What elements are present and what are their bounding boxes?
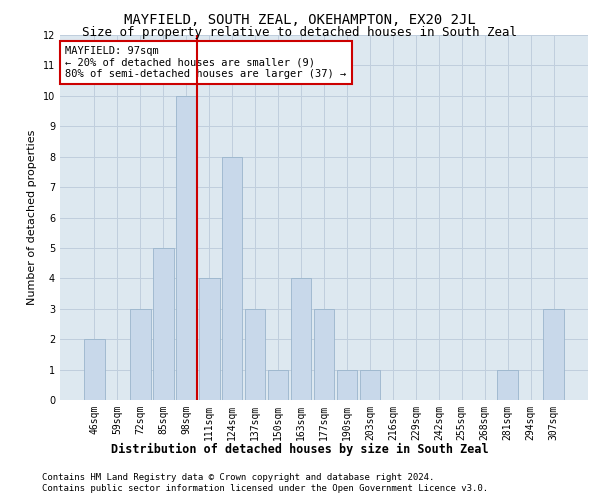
Bar bbox=[268, 370, 289, 400]
Bar bbox=[130, 308, 151, 400]
Bar bbox=[359, 370, 380, 400]
Bar bbox=[153, 248, 173, 400]
Text: Size of property relative to detached houses in South Zeal: Size of property relative to detached ho… bbox=[83, 26, 517, 39]
Text: MAYFIELD: 97sqm
← 20% of detached houses are smaller (9)
80% of semi-detached ho: MAYFIELD: 97sqm ← 20% of detached houses… bbox=[65, 46, 347, 79]
Y-axis label: Number of detached properties: Number of detached properties bbox=[27, 130, 37, 305]
Bar bbox=[199, 278, 220, 400]
Bar bbox=[84, 339, 104, 400]
Bar bbox=[544, 308, 564, 400]
Bar bbox=[176, 96, 197, 400]
Text: Contains HM Land Registry data © Crown copyright and database right 2024.: Contains HM Land Registry data © Crown c… bbox=[42, 472, 434, 482]
Text: Contains public sector information licensed under the Open Government Licence v3: Contains public sector information licen… bbox=[42, 484, 488, 493]
Bar bbox=[497, 370, 518, 400]
Bar bbox=[337, 370, 358, 400]
Text: Distribution of detached houses by size in South Zeal: Distribution of detached houses by size … bbox=[111, 442, 489, 456]
Bar bbox=[222, 156, 242, 400]
Text: MAYFIELD, SOUTH ZEAL, OKEHAMPTON, EX20 2JL: MAYFIELD, SOUTH ZEAL, OKEHAMPTON, EX20 2… bbox=[124, 12, 476, 26]
Bar bbox=[290, 278, 311, 400]
Bar bbox=[314, 308, 334, 400]
Bar bbox=[245, 308, 265, 400]
